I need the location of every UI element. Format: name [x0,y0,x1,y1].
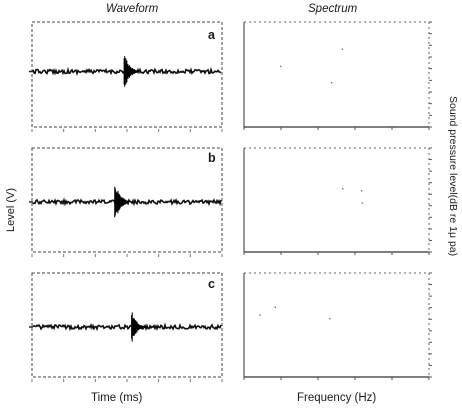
spectrum-speck-a-1 [279,65,282,68]
spectrum-speck-a-0 [330,81,333,84]
waveform-frame-b [31,147,223,253]
waveform-burst-a [123,56,139,87]
y-axis-label-left: Level (V) [5,187,17,232]
y-axis-label-right: Sound pressure level(dB re 1μ pa) [447,96,459,257]
waveform-burst-b [114,186,129,218]
spectrum-speck-a-2 [341,48,344,50]
spectrum-speck-b-2 [360,190,363,192]
x-axis-label-frequency: Frequency (Hz) [297,392,377,404]
spectrum-speck-b-1 [361,202,363,204]
x-axis-label-time: Time (ms) [91,392,143,404]
waveform-column-title: Waveform [106,3,159,15]
spectrum-frame-b [243,147,430,253]
spectrum-speck-c-2 [259,314,261,316]
waveform-frame-a [31,21,223,128]
spectrum-frame-a [243,21,430,128]
panel-letter-b: b [208,151,216,165]
spectrum-speck-b-0 [341,187,344,190]
panel-letter-a: a [208,28,215,42]
spectrum-column-title: Spectrum [308,3,358,15]
spectrum-speck-c-1 [274,306,277,309]
waveform-trace-c [32,322,222,332]
waveform-frame-c [31,272,223,378]
spectrum-speck-c-0 [329,317,331,320]
waveform-burst-c [131,312,146,342]
panel-letter-c: c [208,277,215,291]
spectrum-frame-c [243,272,430,378]
